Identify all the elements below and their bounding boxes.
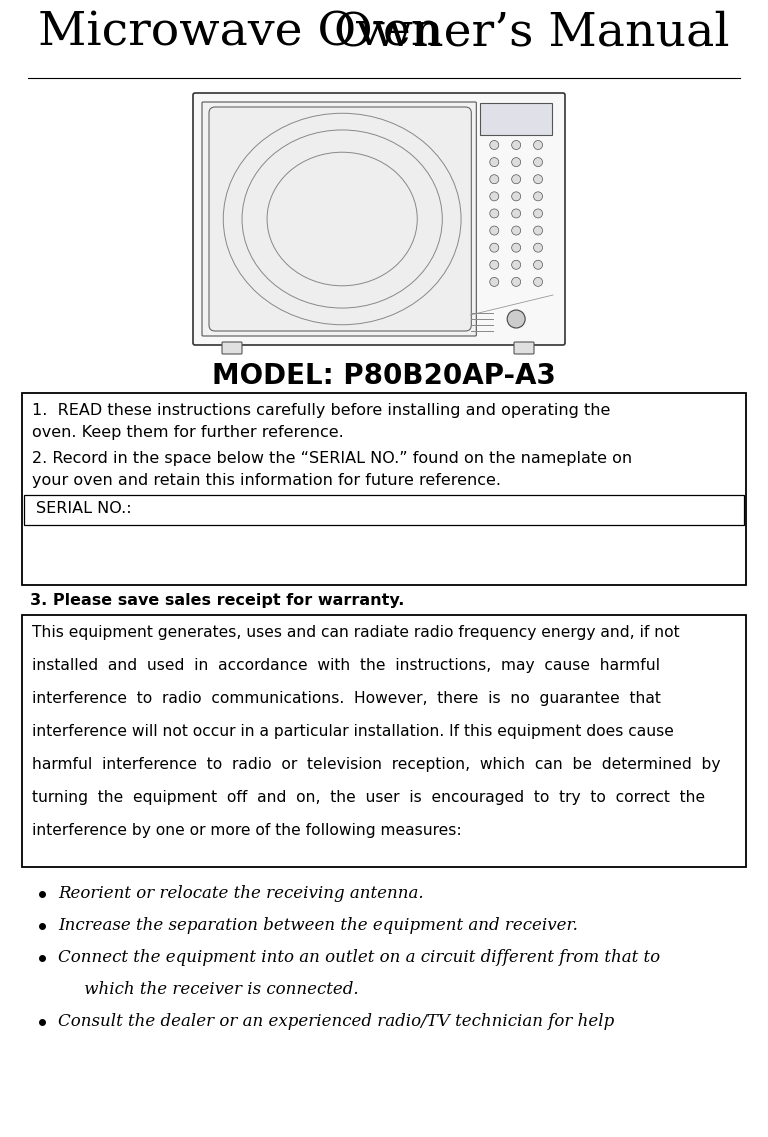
Bar <box>22 615 746 868</box>
Text: Owner’s Manual: Owner’s Manual <box>335 10 730 56</box>
FancyBboxPatch shape <box>209 107 472 331</box>
Text: interference by one or more of the following measures:: interference by one or more of the follo… <box>32 823 462 838</box>
Circle shape <box>534 158 542 167</box>
FancyBboxPatch shape <box>514 342 534 354</box>
Text: 3. Please save sales receipt for warranty.: 3. Please save sales receipt for warrant… <box>30 594 405 608</box>
Circle shape <box>490 243 498 252</box>
Text: turning  the  equipment  off  and  on,  the  user  is  encouraged  to  try  to  : turning the equipment off and on, the us… <box>32 790 705 805</box>
Circle shape <box>534 209 542 218</box>
Circle shape <box>511 141 521 149</box>
Circle shape <box>490 141 498 149</box>
Circle shape <box>534 260 542 269</box>
Circle shape <box>534 277 542 287</box>
Text: interference will not occur in a particular installation. If this equipment does: interference will not occur in a particu… <box>32 724 674 739</box>
Circle shape <box>490 192 498 201</box>
Circle shape <box>511 260 521 269</box>
Bar <box>480 103 552 135</box>
Circle shape <box>490 175 498 184</box>
Circle shape <box>534 226 542 235</box>
Text: Microwave Oven: Microwave Oven <box>38 10 442 56</box>
Text: Connect the equipment into an outlet on a circuit different from that to: Connect the equipment into an outlet on … <box>58 949 660 966</box>
Text: Increase the separation between the equipment and receiver.: Increase the separation between the equi… <box>58 918 578 933</box>
Circle shape <box>511 192 521 201</box>
Circle shape <box>511 243 521 252</box>
Circle shape <box>511 226 521 235</box>
Text: installed  and  used  in  accordance  with  the  instructions,  may  cause  harm: installed and used in accordance with th… <box>32 658 660 673</box>
Text: 1.  READ these instructions carefully before installing and operating the: 1. READ these instructions carefully bef… <box>32 402 611 418</box>
Circle shape <box>534 141 542 149</box>
Text: your oven and retain this information for future reference.: your oven and retain this information fo… <box>32 473 501 488</box>
Text: interference  to  radio  communications.  However,  there  is  no  guarantee  th: interference to radio communications. Ho… <box>32 691 661 706</box>
Text: Reorient or relocate the receiving antenna.: Reorient or relocate the receiving anten… <box>58 885 424 902</box>
Text: MODEL: P80B20AP-A3: MODEL: P80B20AP-A3 <box>212 362 556 390</box>
Circle shape <box>490 226 498 235</box>
Text: SERIAL NO.:: SERIAL NO.: <box>36 501 131 516</box>
Circle shape <box>511 209 521 218</box>
Circle shape <box>511 158 521 167</box>
Text: Consult the dealer or an experienced radio/TV technician for help: Consult the dealer or an experienced rad… <box>58 1013 614 1030</box>
Bar <box>24 495 744 525</box>
Circle shape <box>507 310 525 327</box>
Circle shape <box>490 209 498 218</box>
Circle shape <box>490 260 498 269</box>
Text: 2. Record in the space below the “SERIAL NO.” found on the nameplate on: 2. Record in the space below the “SERIAL… <box>32 451 632 466</box>
Text: harmful  interference  to  radio  or  television  reception,  which  can  be  de: harmful interference to radio or televis… <box>32 757 720 772</box>
FancyBboxPatch shape <box>222 342 242 354</box>
Circle shape <box>534 192 542 201</box>
Circle shape <box>490 277 498 287</box>
Circle shape <box>490 158 498 167</box>
FancyBboxPatch shape <box>193 93 565 345</box>
Circle shape <box>534 175 542 184</box>
Circle shape <box>511 175 521 184</box>
Circle shape <box>511 277 521 287</box>
Text: which the receiver is connected.: which the receiver is connected. <box>58 981 359 998</box>
Circle shape <box>534 243 542 252</box>
Text: This equipment generates, uses and can radiate radio frequency energy and, if no: This equipment generates, uses and can r… <box>32 625 680 640</box>
FancyBboxPatch shape <box>202 102 476 337</box>
Text: oven. Keep them for further reference.: oven. Keep them for further reference. <box>32 425 344 440</box>
Bar <box>22 393 746 586</box>
